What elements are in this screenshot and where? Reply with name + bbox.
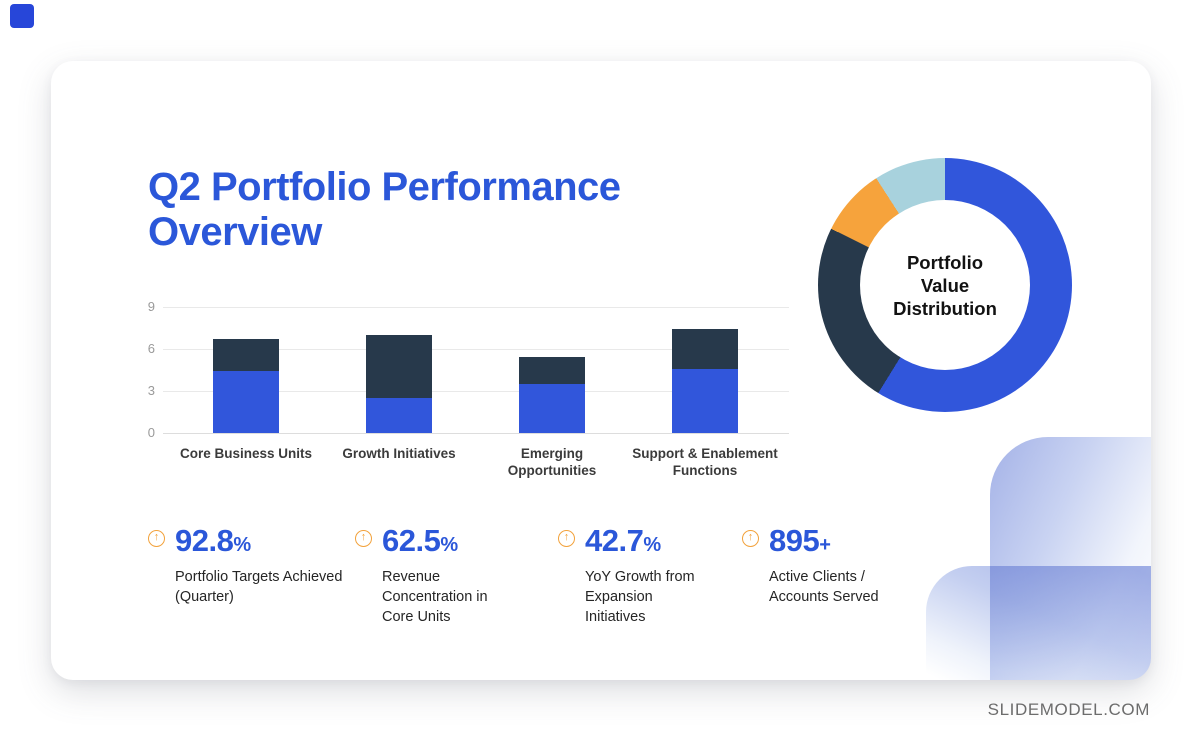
trend-up-icon: ↑: [558, 530, 575, 547]
kpi-2: ↑ 62.5% Revenue Concentration in Core Unit…: [355, 524, 514, 627]
trend-up-icon: ↑: [742, 530, 759, 547]
decorative-rounded-shape-horizontal: [926, 566, 1151, 680]
bar-segment-blue: [672, 368, 738, 433]
kpi-label: Revenue Concentration in Core Units: [382, 569, 488, 625]
bar-4: [672, 329, 738, 433]
kpi-value: 92.8%: [175, 523, 251, 558]
gridline: [163, 391, 789, 392]
bar-segment-blue: [519, 383, 585, 433]
bar-3: [519, 357, 585, 433]
kpi-label: YoY Growth from Expansion Initiatives: [585, 569, 695, 625]
bar-segment-navy: [213, 339, 279, 372]
slide-card: Q2 Portfolio Performance Overview 0 3 6 9 Co…: [51, 61, 1151, 680]
category-label: Emerging Opportunities: [507, 446, 597, 478]
y-axis-tick: 3: [147, 383, 155, 398]
gridline: [163, 349, 789, 350]
y-axis-tick: 9: [147, 299, 155, 314]
bar-segment-blue: [366, 398, 432, 433]
trend-up-icon: ↑: [148, 530, 165, 547]
y-axis-tick: 0: [147, 425, 155, 440]
bar-segment-navy: [672, 329, 738, 369]
donut-chart: Portfolio Value Distribution: [818, 158, 1072, 412]
kpi-suffix: %: [440, 534, 458, 556]
bar-2: [366, 335, 432, 433]
kpi-value: 895+: [769, 523, 831, 558]
kpi-value: 62.5%: [382, 523, 458, 558]
bar-1: [213, 339, 279, 433]
donut-center-label: Portfolio Value Distribution: [893, 251, 997, 319]
gridline: [163, 433, 789, 434]
brand-watermark: SLIDEMODEL.COM: [987, 700, 1150, 719]
donut-hole: Portfolio Value Distribution: [860, 200, 1030, 370]
trend-up-icon: ↑: [355, 530, 372, 547]
category-label: Growth Initiatives: [342, 446, 456, 461]
bar-segment-navy: [519, 357, 585, 384]
kpi-label: Portfolio Targets Achieved (Quarter): [175, 569, 343, 605]
gridline: [163, 307, 789, 308]
kpi-3: ↑ 42.7% YoY Growth from Expansion Initiati…: [558, 524, 707, 627]
kpi-value: 42.7%: [585, 523, 661, 558]
y-axis-tick: 6: [147, 341, 155, 356]
bar-segment-blue: [213, 371, 279, 433]
kpi-suffix: +: [819, 534, 831, 556]
kpi-label: Active Clients / Accounts Served: [769, 569, 879, 605]
kpi-4: ↑ 895+ Active Clients / Accounts Served: [742, 524, 921, 607]
kpi-1: ↑ 92.8% Portfolio Targets Achieved (Quarte…: [148, 524, 343, 607]
kpi-suffix: %: [643, 534, 661, 556]
category-label: Support & Enablement Functions: [632, 446, 778, 478]
corner-accent-square: [10, 4, 34, 28]
kpi-suffix: %: [233, 534, 251, 556]
page-title: Q2 Portfolio Performance Overview: [148, 165, 621, 254]
bar-segment-navy: [366, 335, 432, 398]
category-label: Core Business Units: [179, 446, 313, 461]
